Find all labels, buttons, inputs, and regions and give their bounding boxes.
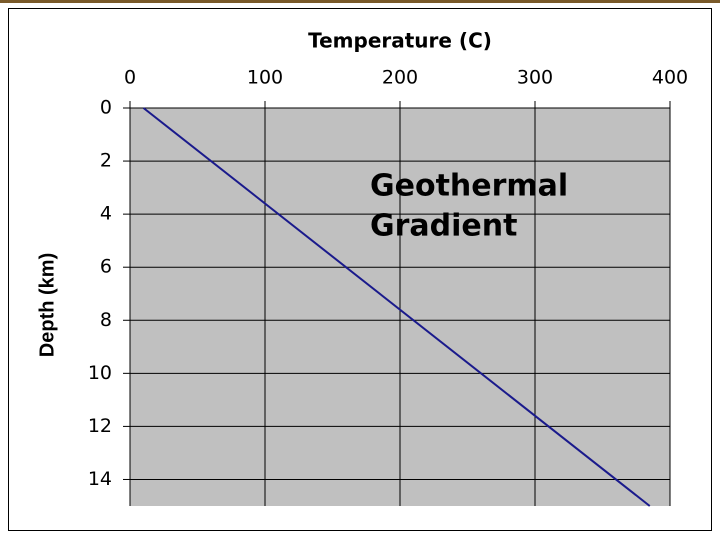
- annotation: Geothermal: [370, 169, 568, 204]
- x-tick-label: 300: [517, 67, 553, 89]
- y-axis-title: Depth (km): [36, 253, 58, 357]
- y-tick-label: 4: [100, 203, 112, 225]
- top-bar: [0, 0, 720, 3]
- y-tick-label: 8: [100, 309, 112, 331]
- x-axis-title: Temperature (C): [308, 29, 492, 53]
- x-tick-label: 100: [247, 67, 283, 89]
- x-tick-label: 400: [652, 67, 688, 89]
- y-tick-label: 10: [88, 362, 112, 384]
- x-tick-label: 0: [124, 67, 136, 89]
- data-line: [142, 107, 651, 507]
- y-tick-label: 14: [88, 468, 112, 490]
- x-tick-label: 200: [382, 67, 418, 89]
- y-tick-label: 12: [88, 415, 112, 437]
- y-tick-label: 6: [100, 256, 112, 278]
- y-tick-label: 2: [100, 150, 112, 172]
- frame: [8, 8, 712, 531]
- annotation: Gradient: [370, 209, 517, 244]
- y-tick-label: 0: [100, 97, 112, 119]
